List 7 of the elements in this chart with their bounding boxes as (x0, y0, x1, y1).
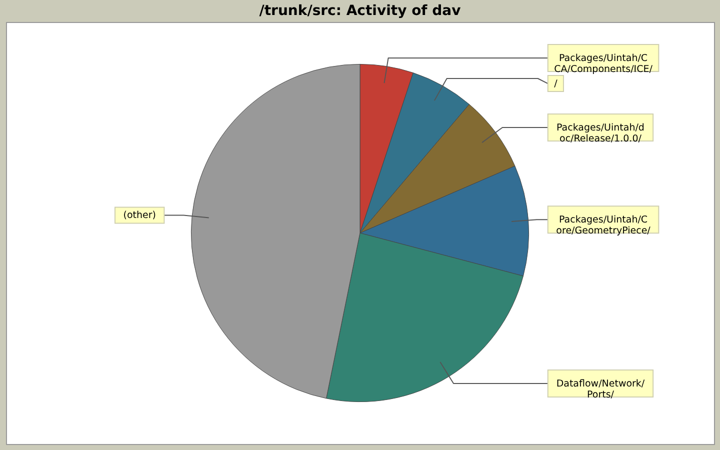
slice-label: Packages/Uintah/doc/Release/1.0.0/ (556, 122, 644, 144)
slice-label: / (554, 78, 558, 90)
slice-label: Dataflow/Network/Ports/ (556, 378, 646, 401)
slice-label: Packages/Uintah/Core/GeometryPiece/ (556, 214, 652, 237)
slice-label: (other) (123, 210, 156, 222)
slice-label: Packages/Uintah/CCA/Components/ICE/ (554, 53, 654, 76)
chart-title: /trunk/src: Activity of dav (259, 3, 461, 19)
